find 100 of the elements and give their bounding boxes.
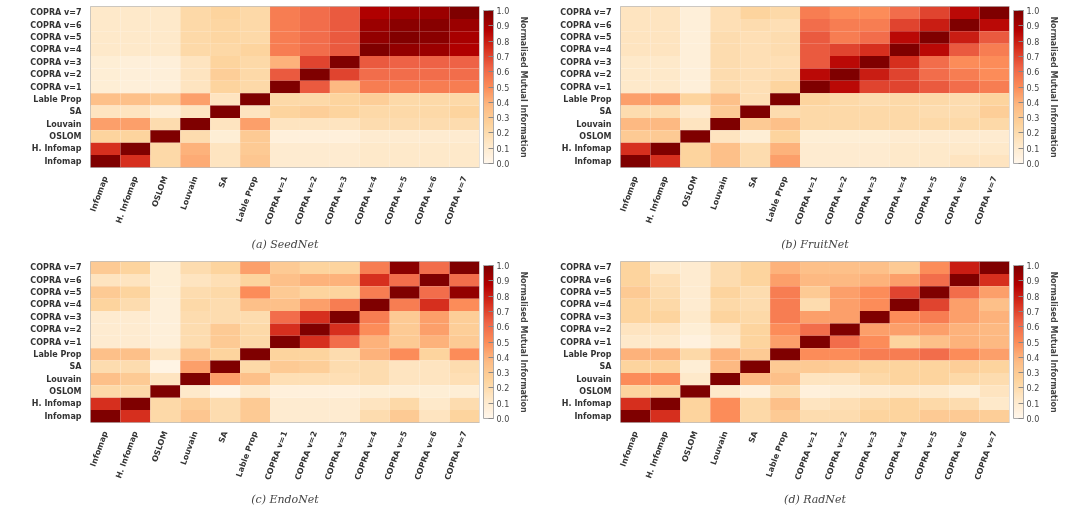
y-tick-label: COPRA v=2 bbox=[30, 325, 82, 335]
y-tick-label: OSLOM bbox=[49, 387, 82, 397]
y-tick-label: COPRA v=3 bbox=[560, 312, 612, 322]
y-tick-label: COPRA v=7 bbox=[30, 263, 82, 273]
color-bar-label: 0.5 bbox=[1026, 83, 1040, 93]
y-tick-label: COPRA v=5 bbox=[30, 287, 82, 297]
y-tick-label: Infomap bbox=[44, 411, 82, 421]
x-tick-label: Lable Prop bbox=[764, 174, 790, 224]
color-bar-label: 0.3 bbox=[496, 369, 510, 379]
color-bar-label: 0.2 bbox=[1026, 129, 1040, 139]
color-bar-label: 0.2 bbox=[496, 384, 510, 394]
y-tick-label: Lable Prop bbox=[33, 349, 82, 359]
color-bar-label: 0.7 bbox=[1026, 52, 1040, 62]
y-tick-label: COPRA v=2 bbox=[30, 70, 82, 80]
y-tick-label: COPRA v=1 bbox=[560, 337, 612, 347]
y-tick-label: H. Infomap bbox=[31, 144, 82, 154]
color-bar-label: 0.6 bbox=[1026, 323, 1040, 333]
y-tick-label: H. Infomap bbox=[31, 399, 82, 409]
y-tick-label: COPRA v=1 bbox=[560, 82, 612, 92]
color-bar-title: Normalised Mutual Information bbox=[1048, 16, 1058, 158]
color-bar-label: 0.3 bbox=[1026, 369, 1040, 379]
y-tick-label: Louvain bbox=[576, 119, 612, 129]
color-bar-label: 0.6 bbox=[496, 68, 510, 78]
x-tick-label: SA bbox=[216, 174, 230, 190]
color-bar-label: 1.0 bbox=[496, 7, 510, 16]
color-bar-title: Normalised Mutual Information bbox=[518, 16, 528, 158]
y-tick-label: Infomap bbox=[574, 156, 612, 166]
color-bar-label: 0.2 bbox=[496, 129, 510, 139]
y-tick-label: COPRA v=7 bbox=[560, 8, 612, 18]
color-bar-label: 0.6 bbox=[496, 323, 510, 333]
text: (b) FruitNet bbox=[781, 237, 850, 251]
color-bar-label: 0.8 bbox=[1026, 37, 1040, 47]
y-tick-label: COPRA v=3 bbox=[30, 312, 82, 322]
color-bar-label: 0.1 bbox=[496, 144, 510, 154]
y-tick-label: Louvain bbox=[46, 119, 82, 129]
color-bar-title: Normalised Mutual Information bbox=[1048, 271, 1058, 413]
color-bar-label: 0.7 bbox=[496, 307, 510, 317]
x-tick-label: Lable Prop bbox=[764, 429, 790, 479]
color-bar-label: 0.1 bbox=[1026, 399, 1040, 409]
color-bar-label: 0.6 bbox=[1026, 68, 1040, 78]
y-tick-label: Infomap bbox=[574, 411, 612, 421]
color-bar-label: 0.4 bbox=[496, 98, 510, 108]
y-tick-label: COPRA v=7 bbox=[30, 8, 82, 18]
color-bar-label: 0.9 bbox=[1026, 22, 1040, 32]
color-bar-label: 0.4 bbox=[1026, 98, 1040, 108]
y-tick-label: COPRA v=4 bbox=[560, 45, 612, 55]
y-tick-label: COPRA v=2 bbox=[560, 325, 612, 335]
y-tick-label: Lable Prop bbox=[33, 94, 82, 104]
color-bar-label: 0.3 bbox=[496, 114, 510, 124]
x-tick-label: SA bbox=[216, 429, 230, 445]
y-tick-label: SA bbox=[69, 107, 83, 117]
color-bar-label: 0.1 bbox=[1026, 144, 1040, 154]
text: (c) EndoNet bbox=[251, 492, 320, 506]
y-tick-label: COPRA v=5 bbox=[560, 32, 612, 42]
color-bar-label: 0.4 bbox=[1026, 353, 1040, 363]
color-bar-label: 0.2 bbox=[1026, 384, 1040, 394]
y-tick-label: SA bbox=[69, 362, 83, 372]
y-tick-label: COPRA v=4 bbox=[560, 300, 612, 310]
color-bar-label: 0.8 bbox=[496, 37, 510, 47]
y-tick-label: COPRA v=6 bbox=[560, 20, 612, 30]
y-tick-label: OSLOM bbox=[579, 132, 612, 142]
y-tick-label: COPRA v=4 bbox=[30, 300, 82, 310]
y-tick-label: COPRA v=1 bbox=[30, 82, 82, 92]
color-bar-label: 0.8 bbox=[1026, 292, 1040, 302]
color-bar-label: 0.9 bbox=[496, 22, 510, 32]
x-tick-label: Lable Prop bbox=[234, 429, 260, 479]
color-bar-label: 0.3 bbox=[1026, 114, 1040, 124]
y-tick-label: COPRA v=2 bbox=[560, 70, 612, 80]
y-tick-label: Louvain bbox=[46, 374, 82, 384]
y-tick-label: SA bbox=[599, 107, 613, 117]
x-tick-label: Lable Prop bbox=[234, 174, 260, 224]
color-bar-label: 0.5 bbox=[1026, 338, 1040, 348]
y-tick-label: COPRA v=4 bbox=[30, 45, 82, 55]
color-bar-label: 0.9 bbox=[496, 277, 510, 287]
color-bar-label: 1.0 bbox=[1026, 262, 1040, 271]
color-bar-label: 0.7 bbox=[496, 52, 510, 62]
y-tick-label: H. Infomap bbox=[561, 144, 612, 154]
y-tick-label: COPRA v=6 bbox=[30, 275, 82, 285]
color-bar-label: 0.5 bbox=[496, 83, 510, 93]
color-bar-label: 0.0 bbox=[496, 160, 510, 169]
text: (d) RadNet bbox=[784, 492, 847, 506]
color-bar-label: 0.7 bbox=[1026, 307, 1040, 317]
y-tick-label: COPRA v=6 bbox=[560, 275, 612, 285]
y-tick-label: Louvain bbox=[576, 374, 612, 384]
color-bar-title: Normalised Mutual Information bbox=[518, 271, 528, 413]
color-bar-label: 1.0 bbox=[1026, 7, 1040, 16]
color-bar-label: 0.5 bbox=[496, 338, 510, 348]
y-tick-label: COPRA v=1 bbox=[30, 337, 82, 347]
y-tick-label: COPRA v=3 bbox=[30, 57, 82, 67]
color-bar-label: 1.0 bbox=[496, 262, 510, 271]
y-tick-label: H. Infomap bbox=[561, 399, 612, 409]
y-tick-label: OSLOM bbox=[49, 132, 82, 142]
color-bar-label: 0.8 bbox=[496, 292, 510, 302]
color-bar-label: 0.0 bbox=[1026, 415, 1040, 424]
color-bar-label: 0.0 bbox=[1026, 160, 1040, 169]
y-tick-label: COPRA v=7 bbox=[560, 263, 612, 273]
color-bar-label: 0.1 bbox=[496, 399, 510, 409]
y-tick-label: COPRA v=3 bbox=[560, 57, 612, 67]
text: (a) SeedNet bbox=[251, 237, 319, 251]
color-bar-label: 0.0 bbox=[496, 415, 510, 424]
